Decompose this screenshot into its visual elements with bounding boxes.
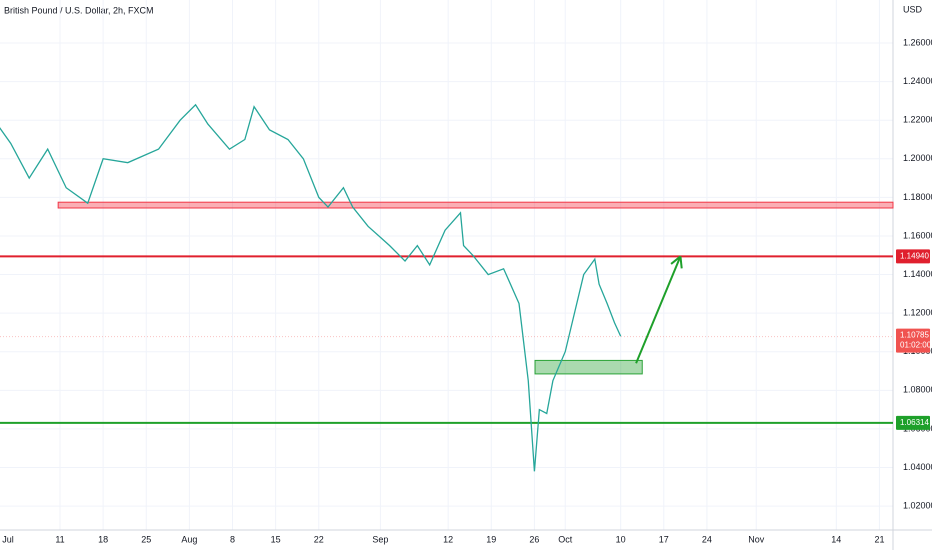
x-tick-label: 26 bbox=[529, 534, 539, 544]
x-tick-label: Nov bbox=[748, 534, 765, 544]
x-tick-label: 22 bbox=[314, 534, 324, 544]
price-label: 1.14940 bbox=[900, 252, 929, 261]
axis-unit: USD bbox=[903, 4, 923, 14]
price-label: 1.10785 bbox=[900, 331, 929, 340]
y-tick-label: 1.04000 bbox=[903, 462, 932, 472]
arrow-head bbox=[679, 256, 683, 269]
chart-title: British Pound / U.S. Dollar, 2h, FXCM bbox=[4, 5, 154, 15]
y-tick-label: 1.26000 bbox=[903, 37, 932, 47]
price-label-box bbox=[896, 249, 930, 264]
x-tick-label: 8 bbox=[230, 534, 235, 544]
x-tick-label: Aug bbox=[181, 534, 197, 544]
price-label-box bbox=[896, 328, 930, 353]
countdown-label: 01:02:00 bbox=[900, 341, 932, 350]
x-tick-label: 19 bbox=[486, 534, 496, 544]
price-label-box bbox=[896, 415, 930, 430]
y-tick-label: 1.24000 bbox=[903, 76, 932, 86]
x-tick-label: 17 bbox=[659, 534, 669, 544]
x-tick-label: 15 bbox=[271, 534, 281, 544]
price-line bbox=[0, 103, 622, 472]
x-tick-label: 18 bbox=[98, 534, 108, 544]
y-tick-label: 1.02000 bbox=[903, 500, 932, 510]
x-tick-label: 14 bbox=[831, 534, 841, 544]
price-label: 1.06314 bbox=[900, 418, 929, 427]
y-tick-label: 1.16000 bbox=[903, 230, 932, 240]
zone bbox=[57, 201, 894, 209]
x-tick-label: Sep bbox=[372, 534, 388, 544]
x-tick-label: Oct bbox=[558, 534, 573, 544]
x-tick-label: 24 bbox=[702, 534, 712, 544]
zone bbox=[534, 359, 643, 375]
x-tick-label: Jul bbox=[2, 534, 14, 544]
y-tick-label: 1.22000 bbox=[903, 115, 932, 125]
x-tick-label: 11 bbox=[55, 534, 64, 544]
arrow-head bbox=[670, 255, 682, 265]
arrow bbox=[635, 256, 682, 364]
y-tick-label: 1.14000 bbox=[903, 269, 932, 279]
x-tick-label: 10 bbox=[616, 534, 626, 544]
y-tick-label: 1.08000 bbox=[903, 385, 932, 395]
x-tick-label: 21 bbox=[874, 534, 884, 544]
y-tick-label: 1.12000 bbox=[903, 308, 932, 318]
y-tick-label: 1.20000 bbox=[903, 153, 932, 163]
y-tick-label: 1.18000 bbox=[903, 192, 932, 202]
x-tick-label: 25 bbox=[141, 534, 151, 544]
x-tick-label: 12 bbox=[443, 534, 453, 544]
